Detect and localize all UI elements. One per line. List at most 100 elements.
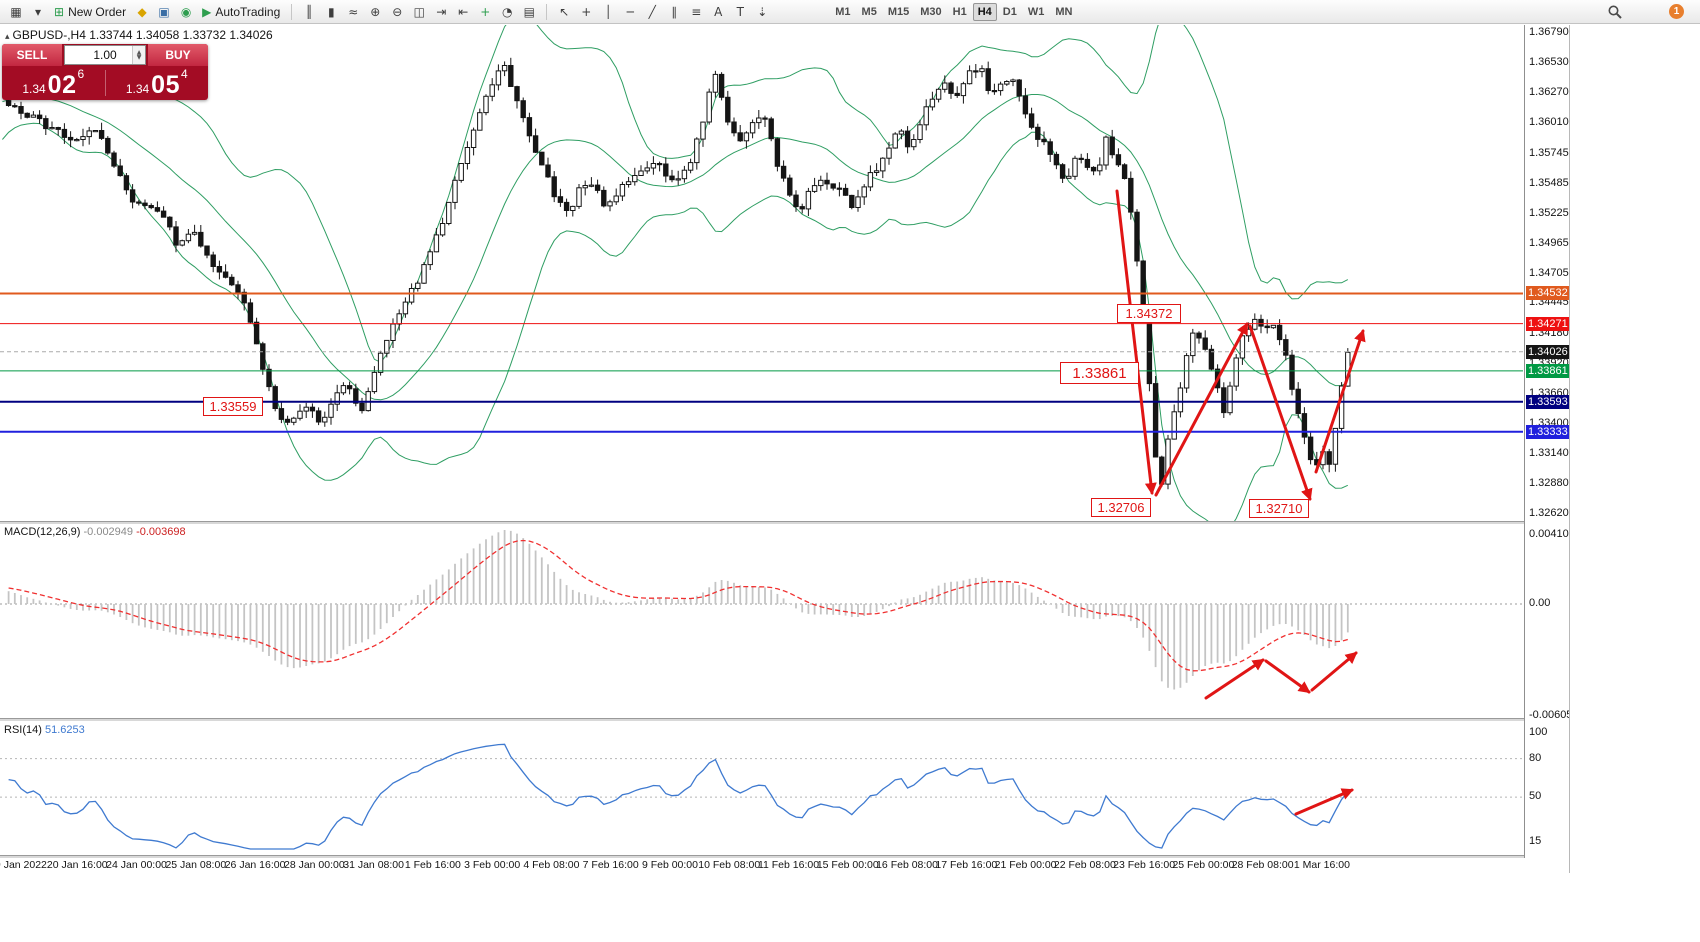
- timeframe-h4-button[interactable]: H4: [972, 2, 997, 21]
- trendline-button[interactable]: ╱: [642, 2, 662, 22]
- price-flag-1.33861[interactable]: 1.33861: [1060, 362, 1139, 384]
- templates-button[interactable]: ▤: [519, 2, 539, 22]
- data-window-icon: ◉: [180, 4, 192, 19]
- equidistant-channel-button[interactable]: ∥: [664, 2, 684, 22]
- date-label: 7 Feb 16:00: [582, 859, 639, 871]
- zoom-out-button[interactable]: ⊖: [387, 2, 407, 22]
- date-label: 1 Mar 16:00: [1293, 859, 1350, 871]
- new-order-icon: ⊞: [54, 4, 65, 19]
- timeframe-m1-button[interactable]: M1: [830, 3, 855, 21]
- crosshair-icon: +: [581, 4, 592, 19]
- price-tick: 1.36270: [1529, 85, 1569, 98]
- timeframe-m15-button[interactable]: M15: [883, 3, 914, 21]
- spinner-down-icon[interactable]: ▼: [136, 54, 142, 61]
- toolbar-chart-group: ║ ▮ ≈ ⊕ ⊖ ◫ ⇥ ⇤ + ◔ ▤: [299, 2, 539, 22]
- notification-badge[interactable]: 1: [1669, 4, 1684, 19]
- date-label: 28 Feb 08:00: [1231, 859, 1294, 871]
- macd-label: MACD(12,26,9) -0.002949 -0.003698: [4, 526, 186, 538]
- new-order-button[interactable]: ⊞ New Order: [50, 2, 130, 22]
- macd-name: MACD(12,26,9): [4, 526, 81, 538]
- zoom-in-button[interactable]: ⊕: [365, 2, 385, 22]
- chart-ohlc-header: ▴ GBPUSD-,H4 1.33744 1.34058 1.33732 1.34…: [5, 28, 273, 42]
- timeframe-mn-button[interactable]: MN: [1050, 3, 1077, 21]
- cursor-button[interactable]: ↖: [554, 2, 574, 22]
- crosshair-button[interactable]: +: [576, 2, 596, 22]
- timeframe-m30-button[interactable]: M30: [915, 3, 946, 21]
- horizontal-line-button[interactable]: ─: [620, 2, 640, 22]
- main-chart-pane[interactable]: [0, 25, 1523, 521]
- chart-shift-button[interactable]: ⇤: [453, 2, 473, 22]
- price-tick: 1.32880: [1529, 477, 1569, 490]
- search-icon[interactable]: [1607, 4, 1623, 20]
- text-label-button[interactable]: T: [730, 2, 750, 22]
- new-chart-button[interactable]: ▦: [6, 2, 26, 22]
- pane-separator-time[interactable]: [0, 855, 1569, 858]
- sell-button[interactable]: SELL: [2, 44, 62, 66]
- bar-chart-button[interactable]: ║: [299, 2, 319, 22]
- timeframe-h1-button[interactable]: H1: [948, 3, 972, 21]
- price-tick: 1.36790: [1529, 26, 1569, 38]
- fibonacci-button[interactable]: ≡: [686, 2, 706, 22]
- text-label-icon: T: [736, 4, 744, 19]
- date-label: 11 Feb 16:00: [757, 859, 820, 871]
- autotrading-label: AutoTrading: [215, 4, 281, 19]
- volume-field[interactable]: 1.00 ▲ ▼: [64, 45, 146, 65]
- zoom-out-icon: ⊖: [392, 4, 403, 19]
- buy-price-prefix: 1.34: [125, 82, 150, 96]
- pane-separator-macd[interactable]: [0, 521, 1569, 524]
- pane-separator-rsi[interactable]: [0, 718, 1569, 721]
- arrows-button[interactable]: ⇣: [752, 2, 772, 22]
- timeframe-d1-button[interactable]: D1: [998, 3, 1022, 21]
- sell-price-display[interactable]: 1.34 02 6: [2, 66, 105, 100]
- text-button[interactable]: A: [708, 2, 728, 22]
- macd-pane[interactable]: [0, 524, 1523, 718]
- price-label-1.34532: 1.34532: [1526, 286, 1569, 301]
- auto-scroll-button[interactable]: ⇥: [431, 2, 451, 22]
- vertical-line-icon: │: [604, 4, 612, 19]
- symbol-icon: ▴: [5, 32, 10, 42]
- price-flag-1.32710[interactable]: 1.32710: [1249, 499, 1309, 518]
- timeframe-w1-button[interactable]: W1: [1023, 3, 1050, 21]
- equidistant-channel-icon: ∥: [671, 4, 678, 19]
- price-scale[interactable]: 1.36790 1.36530 1.36270 1.36010 1.35745 1.354…: [1524, 25, 1569, 858]
- indicators-button[interactable]: +: [475, 2, 495, 22]
- price-tick: 1.35745: [1529, 146, 1569, 159]
- data-window-button[interactable]: ◉: [176, 2, 196, 22]
- line-chart-button[interactable]: ≈: [343, 2, 363, 22]
- date-label: 22 Feb 08:00: [1053, 859, 1116, 871]
- macd-scale-tick: -0.006056: [1529, 709, 1569, 721]
- quotes-button[interactable]: ◆: [132, 2, 152, 22]
- market-watch-button[interactable]: ▣: [154, 2, 174, 22]
- buy-button[interactable]: BUY: [148, 44, 208, 66]
- price-flag-1.34372[interactable]: 1.34372: [1117, 304, 1181, 323]
- trendline-icon: ╱: [648, 4, 656, 19]
- timeframe-m5-button[interactable]: M5: [857, 3, 882, 21]
- rsi-scale-tick: 50: [1529, 790, 1542, 802]
- quotes-icon: ◆: [137, 4, 147, 19]
- price-flag-1.32706[interactable]: 1.32706: [1091, 498, 1151, 517]
- rsi-pane[interactable]: [0, 721, 1523, 855]
- autotrading-button[interactable]: ▶ AutoTrading: [198, 2, 284, 22]
- spinner-up-icon[interactable]: ▲: [136, 49, 142, 56]
- periods-icon: ◔: [502, 4, 513, 19]
- macd-signal-line: [8, 539, 1348, 672]
- price-tick: 1.33140: [1529, 447, 1569, 460]
- volume-spinner[interactable]: ▲ ▼: [132, 46, 145, 64]
- candlestick-chart-icon: ▮: [327, 4, 335, 19]
- sell-price-big: 02: [47, 71, 77, 99]
- candlestick-chart-button[interactable]: ▮: [321, 2, 341, 22]
- buy-price-display[interactable]: 1.34 05 4: [106, 66, 209, 100]
- market-watch-icon: ▣: [158, 4, 170, 19]
- tile-windows-button[interactable]: ◫: [409, 2, 429, 22]
- arrows-icon: ⇣: [757, 4, 768, 19]
- periods-button[interactable]: ◔: [497, 2, 517, 22]
- text-icon: A: [714, 4, 723, 19]
- date-label: 31 Jan 08:00: [343, 859, 404, 871]
- date-label: 23 Feb 16:00: [1113, 859, 1176, 871]
- indicators-icon: +: [480, 4, 491, 19]
- profiles-button[interactable]: ▾: [28, 2, 48, 22]
- vertical-line-button[interactable]: │: [598, 2, 618, 22]
- price-label-1.33861: 1.33861: [1526, 363, 1569, 378]
- price-flag-1.33559[interactable]: 1.33559: [203, 397, 263, 416]
